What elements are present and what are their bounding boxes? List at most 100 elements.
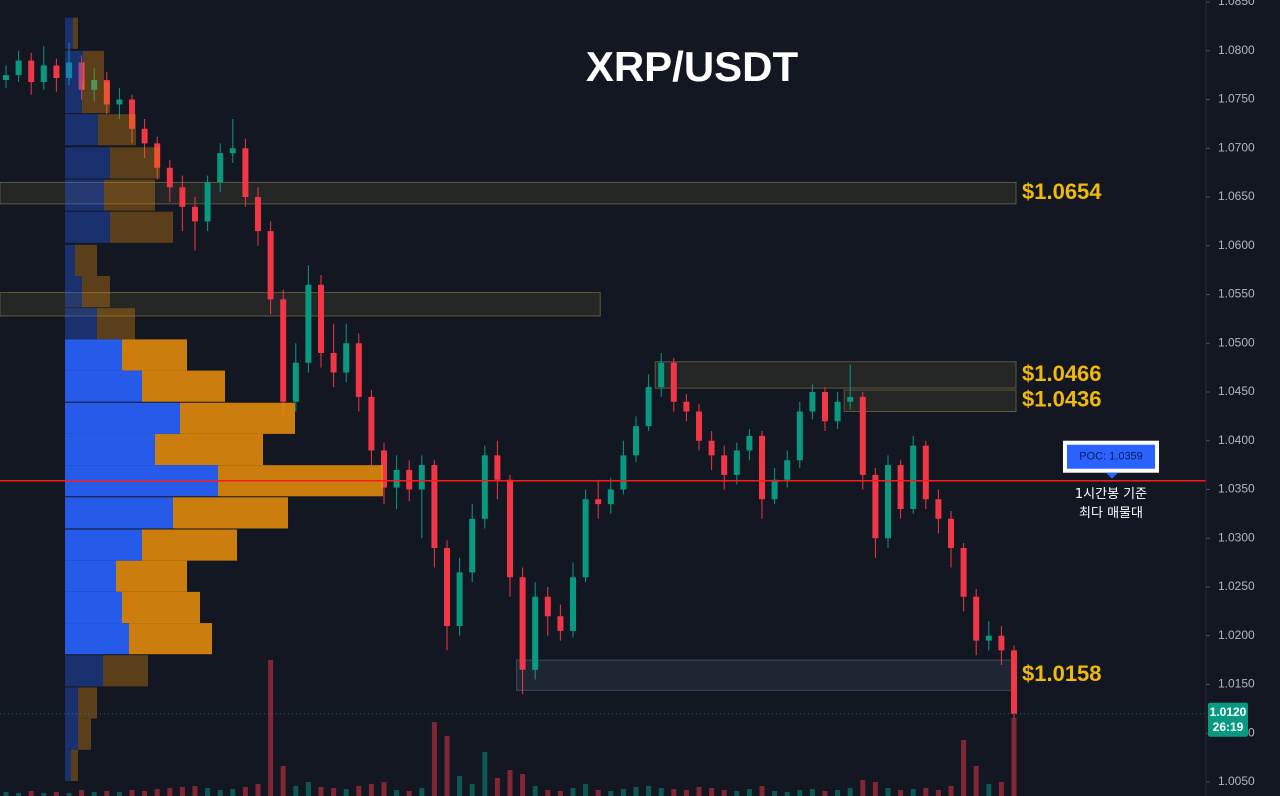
- level-zone: [843, 389, 1017, 413]
- volume-bar: [520, 774, 526, 796]
- y-tick-label: 1.0650: [1218, 189, 1255, 203]
- y-tick-label: 1.0800: [1218, 43, 1255, 57]
- volume: [3, 660, 1017, 796]
- volume-bar: [935, 790, 941, 796]
- volume-bar: [104, 791, 110, 796]
- candle-body: [116, 99, 123, 105]
- profile-buy: [65, 433, 155, 466]
- volume-bar: [885, 788, 891, 796]
- chart-title: XRP/USDT: [586, 43, 799, 90]
- volume-bar: [381, 782, 387, 796]
- poc-label: POC: 1.0359: [1079, 451, 1143, 463]
- volume-bar: [444, 736, 450, 796]
- candle-body: [229, 148, 236, 154]
- candle-body: [393, 469, 400, 488]
- candle-body: [192, 206, 198, 222]
- profile-buy: [65, 244, 75, 276]
- profile-sell: [173, 497, 288, 529]
- annotation: 최다 매물대: [1079, 506, 1143, 521]
- profile-buy: [65, 591, 122, 624]
- level-zone: [0, 292, 601, 317]
- volume-bar: [683, 790, 689, 796]
- volume-bar: [583, 784, 589, 796]
- candle-body: [532, 596, 539, 670]
- profile-sell: [98, 114, 136, 146]
- profile-buy: [65, 211, 110, 243]
- candle-body: [166, 167, 173, 188]
- volume-bar: [116, 792, 122, 796]
- volume-bar: [658, 788, 664, 796]
- candle-body: [66, 62, 72, 79]
- volume-bar: [797, 790, 803, 796]
- candle-body: [759, 435, 765, 500]
- candle-body: [305, 284, 312, 363]
- candle-body: [78, 62, 85, 90]
- level-zone: [0, 181, 1017, 205]
- candle-body: [53, 65, 60, 79]
- candle-body: [280, 299, 287, 402]
- annotation: 1시간봉 기준: [1075, 487, 1147, 502]
- profile-buy: [65, 749, 71, 781]
- y-tick-label: 1.0850: [1218, 0, 1255, 8]
- candle-body: [822, 392, 828, 422]
- profile-buy: [65, 50, 83, 82]
- profile-buy: [65, 339, 122, 371]
- candle-body: [733, 450, 740, 475]
- y-tick-label: 1.0200: [1218, 628, 1255, 642]
- countdown: 26:19: [1213, 720, 1244, 734]
- candle-body: [960, 547, 967, 597]
- volume-bar: [570, 788, 576, 796]
- candle-body: [847, 396, 854, 402]
- profile-buy: [65, 82, 82, 114]
- candle-body: [910, 445, 917, 509]
- y-tick-label: 1.0500: [1218, 335, 1255, 349]
- profile-sell: [82, 276, 110, 308]
- candle-body: [343, 343, 350, 373]
- profile-sell: [129, 623, 212, 655]
- volume-bar: [822, 791, 828, 796]
- volume-bar: [242, 787, 248, 796]
- profile-buy: [65, 114, 98, 146]
- y-tick-label: 1.0550: [1218, 287, 1255, 301]
- candle-body: [784, 460, 791, 480]
- profile-sell: [116, 560, 187, 592]
- volume-bar: [557, 791, 563, 796]
- profile-sell: [180, 402, 295, 434]
- candle-body: [456, 572, 463, 626]
- volume-bar: [961, 740, 967, 796]
- candle-body: [481, 455, 488, 519]
- volume-bar: [809, 789, 815, 796]
- candle-body: [570, 577, 576, 631]
- volume-bar: [268, 660, 274, 796]
- candle-body: [507, 479, 513, 578]
- volume-bar: [671, 789, 677, 796]
- volume-bar: [217, 790, 223, 796]
- y-tick-label: 1.0700: [1218, 140, 1255, 154]
- volume-bar: [343, 789, 349, 796]
- volume-bar: [595, 790, 601, 796]
- volume-bar: [620, 789, 626, 796]
- profile-sell: [78, 687, 97, 719]
- volume-bar: [205, 788, 211, 796]
- volume-bar: [179, 787, 185, 796]
- poc-inner: [1067, 444, 1155, 469]
- candle-body: [796, 411, 803, 461]
- profile-buy: [65, 655, 103, 687]
- volume-bar: [973, 766, 979, 796]
- candle-body: [948, 518, 954, 548]
- volume-bar: [948, 786, 954, 796]
- y-tick-label: 1.0350: [1218, 482, 1255, 496]
- volume-bar: [696, 787, 702, 796]
- candle-body: [897, 465, 904, 509]
- candle-body: [885, 465, 891, 539]
- candle-body: [91, 80, 98, 90]
- candle-body: [595, 499, 602, 505]
- candle-body: [204, 182, 211, 222]
- volume-bar: [66, 793, 72, 796]
- profile-sell: [83, 50, 104, 82]
- profile-sell: [155, 433, 263, 466]
- candle-body: [103, 80, 110, 105]
- candle-body: [557, 616, 564, 631]
- zones: [0, 181, 1017, 691]
- volume-bar: [923, 788, 929, 796]
